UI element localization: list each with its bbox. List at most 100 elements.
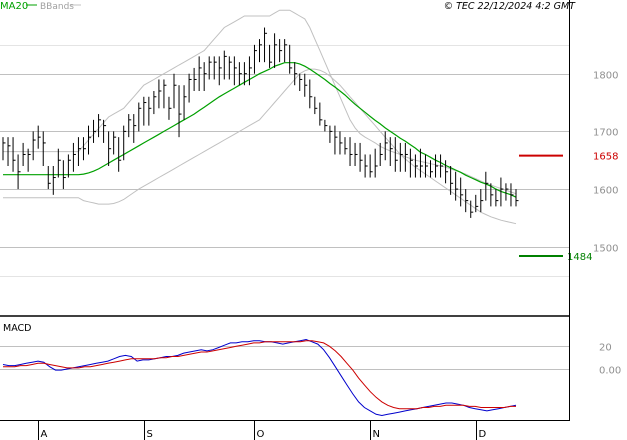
resistance-level-label: 1658: [593, 152, 618, 163]
ohlc-bar: [113, 131, 117, 155]
ohlc-bar: [213, 56, 217, 80]
ohlc-bar: [118, 137, 122, 172]
ohlc-bar: [103, 119, 107, 143]
month-tick-label: O: [257, 429, 265, 440]
ohlc-bar: [173, 73, 177, 109]
ohlc-bar: [259, 39, 262, 63]
ohlc-bar: [88, 125, 91, 155]
ohlc-bar: [414, 154, 418, 178]
price-axis: 1800 1700 1600 1500: [593, 71, 618, 255]
ohlc-bar: [193, 67, 197, 91]
ohlc-bar: [374, 148, 378, 178]
ohlc-bar: [62, 160, 66, 190]
ohlc-bar: [279, 39, 283, 63]
ohlc-bar: [153, 91, 157, 115]
ohlc-bar: [284, 39, 288, 63]
ohlc-bar: [314, 96, 318, 115]
price-tick-label: 1800: [593, 71, 618, 82]
ohlc-bar: [445, 160, 449, 184]
month-tick-label: D: [479, 429, 487, 440]
ohlc-bar: [72, 142, 76, 172]
ohlc-bar: [430, 160, 433, 178]
ma20-line: [3, 62, 517, 198]
ohlc-bar: [98, 114, 102, 138]
ohlc-bar: [37, 125, 41, 149]
ohlc-bar: [485, 171, 489, 201]
ohlc-bar: [188, 73, 192, 103]
ohlc-bar: [233, 56, 237, 86]
ohlc-bar: [470, 200, 474, 218]
bbands-legend-label: BBands: [40, 2, 74, 12]
ohlc-bar: [238, 62, 242, 86]
macd-axis: 200.00: [599, 343, 621, 377]
ohlc-bar: [319, 102, 323, 126]
ohlc-bar: [2, 137, 6, 161]
ohlc-bar: [329, 125, 333, 143]
ohlc-bar: [309, 79, 313, 109]
ohlc-bar: [419, 148, 423, 178]
ma20-line: [3, 62, 517, 198]
ohlc-bar: [490, 183, 494, 207]
support-resistance-levels: 1658 1484: [519, 152, 618, 263]
ohlc-bar: [510, 183, 514, 207]
ohlc-bar: [299, 73, 303, 91]
macd-gridlines: [0, 346, 570, 370]
macd-line: [2, 338, 517, 417]
ohlc-bar: [42, 131, 46, 166]
ohlc-bar: [17, 154, 21, 190]
ohlc-bar: [289, 44, 293, 74]
ohlc-bar: [455, 171, 459, 201]
ohlc-bar: [67, 154, 71, 178]
ohlc-bar: [163, 79, 167, 109]
ohlc-bar: [440, 154, 444, 178]
ohlc-bar: [359, 142, 363, 172]
ohlc-bar: [183, 85, 187, 120]
ma20-legend-label: MA20: [0, 1, 28, 12]
ohlc-bar: [208, 56, 212, 80]
ohlc-bar: [339, 131, 343, 155]
ohlc-bar: [264, 27, 268, 63]
ohlc-bar: [223, 50, 227, 80]
ohlc-bar: [505, 183, 509, 201]
ohlc-bar: [32, 131, 36, 161]
month-tick-label: N: [373, 429, 380, 440]
ohlc-bar: [178, 85, 182, 138]
ohlc-bar: [450, 166, 454, 195]
ohlc-bar: [364, 154, 368, 178]
macd-panel-title: MACD: [3, 323, 31, 334]
ohlc-bar: [148, 96, 152, 126]
support-level-label: 1484: [567, 252, 592, 263]
ohlc-bar: [143, 96, 147, 126]
ohlc-bar: [354, 142, 358, 166]
ohlc-bar: [394, 137, 398, 172]
ohlc-bar: [248, 56, 252, 86]
price-tick-label: 1600: [593, 186, 618, 197]
ohlc-bar: [168, 96, 172, 120]
ohlc-bar: [133, 114, 137, 143]
ohlc-bar: [475, 194, 479, 213]
ohlc-bar: [349, 137, 353, 166]
ohlc-bar: [500, 177, 504, 207]
ohlc-bar: [158, 79, 162, 109]
ohlc-bar: [399, 142, 403, 172]
ohlc-bar: [93, 119, 97, 143]
ohlc-bar: [12, 137, 16, 172]
ohlc-bar: [435, 154, 439, 178]
copyright-timestamp: © TEC 22/12/2024 4:2 GMT: [444, 1, 577, 12]
signal-line: [3, 340, 516, 410]
ohlc-bar: [344, 137, 348, 155]
ohlc-bar: [77, 137, 81, 166]
month-tick-label: S: [147, 429, 153, 440]
ohlc-bar: [460, 177, 464, 207]
ohlc-bar: [228, 56, 232, 80]
ohlc-bar: [47, 166, 51, 190]
bbands-lower-line: [3, 68, 517, 225]
ohlc-bar: [495, 189, 499, 207]
ohlc-bars: [2, 27, 519, 218]
ohlc-bar: [324, 119, 328, 132]
ohlc-bar: [424, 154, 428, 178]
ohlc-bar: [294, 62, 298, 86]
price-tick-label: 1700: [593, 128, 618, 139]
